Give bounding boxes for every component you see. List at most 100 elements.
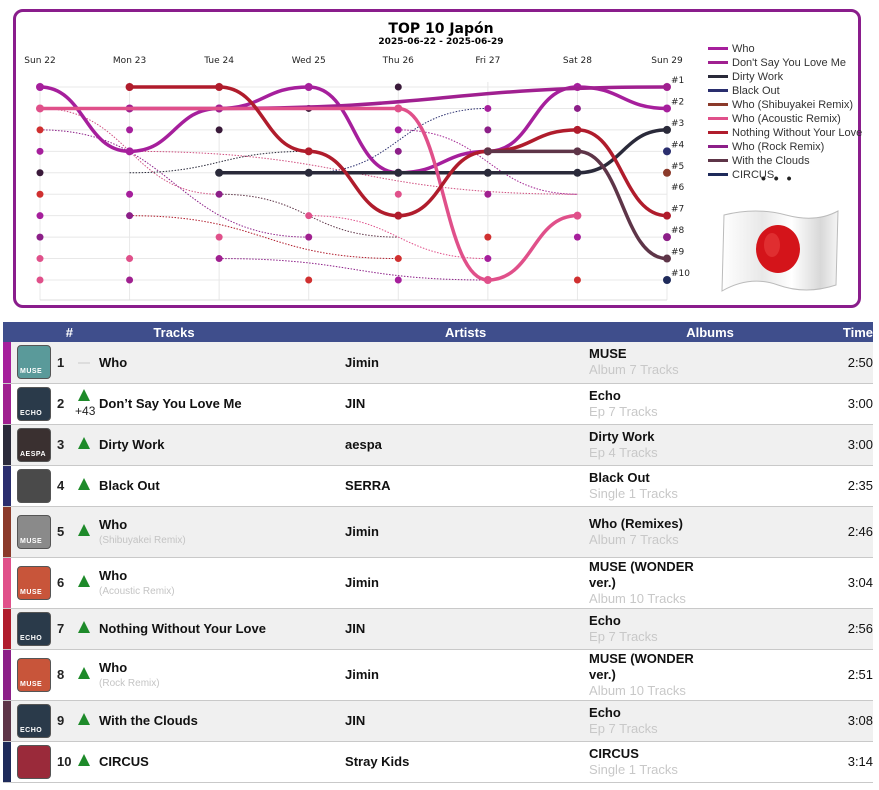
rank-marker [305,233,313,241]
artist-name[interactable]: SERRA [345,465,590,507]
album-title[interactable]: MUSE [589,346,627,362]
rank-up-icon [78,713,91,725]
header-rank[interactable]: # [3,322,74,342]
album-cover[interactable]: MUSE [17,345,51,380]
album-title[interactable]: Who (Remixes) [589,515,683,531]
album-cover[interactable]: AESPA [17,427,51,462]
row-color-bar [3,465,11,507]
artist-name[interactable]: aespa [345,424,590,466]
album-cover[interactable]: ECHO [17,386,51,421]
x-tick-label: Mon 23 [113,56,146,66]
table-row[interactable]: MUSE 6 Who (Acoustic Remix) Jimin MUSE (WONDE… [3,557,874,609]
album-cell[interactable]: MUSE (WONDER ver.) Album 10 Tracks [589,557,812,609]
track-title[interactable]: Who [99,354,128,370]
header-albums[interactable]: Albums [589,322,812,342]
track-title-cell[interactable]: Don’t Say You Love Me [99,383,346,425]
track-title[interactable]: With the Clouds [99,713,198,728]
artist-name[interactable]: Stray Kids [345,741,590,783]
album-title[interactable]: Echo [589,612,621,628]
legend-item[interactable]: With the Clouds [708,154,862,168]
track-title-cell[interactable]: Who (Acoustic Remix) [99,557,346,609]
track-title[interactable]: Don’t Say You Love Me [99,396,242,411]
artist-name[interactable]: Jimin [345,506,590,558]
track-title-cell[interactable]: Nothing Without Your Love [99,608,346,650]
header-tracks[interactable]: Tracks [73,322,346,342]
artist-name[interactable]: Jimin [345,342,590,384]
legend-item[interactable]: Who (Shibuyakei Remix) [708,98,862,112]
album-cell[interactable]: Echo Ep 7 Tracks [589,383,812,425]
album-title[interactable]: MUSE (WONDER ver.) [589,558,694,590]
album-cover[interactable]: MUSE [17,565,51,600]
album-cover[interactable]: ECHO [17,703,51,738]
rank-number: 8 [57,649,74,701]
table-row[interactable]: ECHO 7 Nothing Without Your Love JIN Echo Ep … [3,608,874,650]
track-title[interactable]: Dirty Work [99,437,165,452]
table-row[interactable]: AESPA 3 Dirty Work aespa Dirty Work Ep 4 Trac… [3,424,874,466]
track-title[interactable]: CIRCUS [99,754,149,769]
track-title[interactable]: Black Out [99,478,160,493]
table-row[interactable]: ECHO 2 +43 Don’t Say You Love Me JIN Echo Ep 7… [3,383,874,425]
rank-marker [36,276,44,284]
track-title-cell[interactable]: Black Out [99,465,346,507]
album-cover[interactable] [17,744,51,779]
legend-item[interactable]: Who (Rock Remix) [708,140,862,154]
album-cover[interactable]: ECHO [17,611,51,646]
legend-more[interactable]: • • • [761,170,794,186]
album-title[interactable]: Echo [589,387,621,403]
legend-item[interactable]: Black Out [708,84,862,98]
artist-name[interactable]: Jimin [345,557,590,609]
track-title[interactable]: Who [99,517,128,532]
album-cell[interactable]: Black Out Single 1 Tracks [589,465,812,507]
track-title-cell[interactable]: Who (Shibuyakei Remix) [99,506,346,558]
artist-name[interactable]: Jimin [345,649,590,701]
artist-name[interactable]: JIN [345,608,590,650]
album-cell[interactable]: Dirty Work Ep 4 Tracks [589,424,812,466]
legend-item[interactable]: Who [708,42,862,56]
legend-label: Black Out [732,85,780,97]
album-title[interactable]: CIRCUS [589,745,639,761]
album-title[interactable]: Echo [589,704,621,720]
track-title[interactable]: Nothing Without Your Love [99,621,266,636]
album-cover[interactable]: MUSE [17,657,51,692]
header-artists[interactable]: Artists [345,322,590,342]
legend-item[interactable]: Nothing Without Your Love [708,126,862,140]
track-title-cell[interactable]: Dirty Work [99,424,346,466]
album-cell[interactable]: MUSE (WONDER ver.) Album 10 Tracks [589,649,812,701]
legend-item[interactable]: Dirty Work [708,70,862,84]
album-meta: Album 7 Tracks [589,531,679,547]
album-cell[interactable]: Echo Ep 7 Tracks [589,700,812,742]
track-title-cell[interactable]: With the Clouds [99,700,346,742]
album-cell[interactable]: Who (Remixes) Album 7 Tracks [589,506,812,558]
legend-item[interactable]: CIRCUS [708,168,862,182]
track-title[interactable]: Who [99,660,128,675]
track-title-cell[interactable]: CIRCUS [99,741,346,783]
legend-item[interactable]: Don't Say You Love Me [708,56,862,70]
rank-marker [36,233,44,241]
album-title[interactable]: MUSE (WONDER ver.) [589,650,694,682]
cover-cell [11,465,57,507]
album-cover[interactable] [17,468,51,503]
history-dotted-line [308,107,488,174]
album-cover[interactable]: MUSE [17,514,51,549]
rank-chart: Sun 22 Mon 23 Tue 24 Wed 25 Thu 26 Fri 27 Sat … [24,56,690,301]
album-cell[interactable]: Echo Ep 7 Tracks [589,608,812,650]
track-title-cell[interactable]: Who [99,342,346,384]
table-row[interactable]: MUSE 5 Who (Shibuyakei Remix) Jimin Who (Remi… [3,506,874,558]
artist-name[interactable]: JIN [345,700,590,742]
table-row[interactable]: 10 CIRCUS Stray Kids CIRCUS Single 1 Tracks 3… [3,741,874,783]
table-row[interactable]: MUSE 8 Who (Rock Remix) Jimin MUSE (WONDER ve… [3,649,874,701]
table-row[interactable]: MUSE 1 Who Jimin MUSE Album 7 Tracks 2:50 [3,342,874,384]
artist-name[interactable]: JIN [345,383,590,425]
album-cell[interactable]: CIRCUS Single 1 Tracks [589,741,812,783]
track-title-cell[interactable]: Who (Rock Remix) [99,649,346,701]
album-meta: Ep 7 Tracks [589,403,658,419]
table-row[interactable]: ECHO 9 With the Clouds JIN Echo Ep 7 Tracks 3:… [3,700,874,742]
track-title[interactable]: Who [99,568,128,583]
album-cell[interactable]: MUSE Album 7 Tracks [589,342,812,384]
series-point [663,168,671,177]
header-time[interactable]: Time [811,322,874,342]
table-row[interactable]: 4 Black Out SERRA Black Out Single 1 Tracks 2… [3,465,874,507]
legend-item[interactable]: Who (Acoustic Remix) [708,112,862,126]
album-title[interactable]: Black Out [589,469,650,485]
album-title[interactable]: Dirty Work [589,428,655,444]
